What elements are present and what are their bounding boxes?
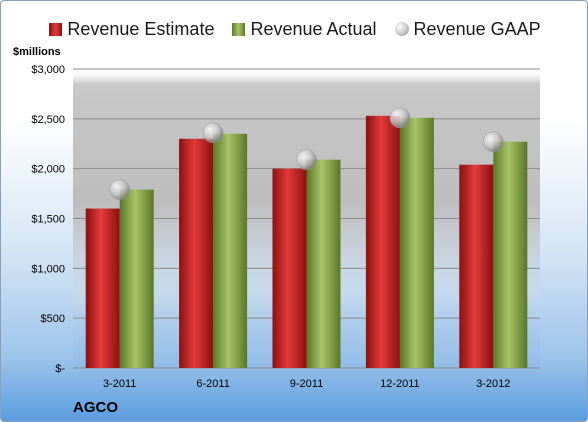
legend-label-estimate: Revenue Estimate [67, 18, 215, 39]
x-tick-label: 12-2011 [380, 378, 420, 390]
gaap-marker [483, 131, 504, 153]
actual-bar [119, 189, 154, 368]
legend-item-actual: Revenue Actual [232, 18, 377, 40]
estimate-bar [179, 138, 214, 368]
legend-swatch-gaap [394, 22, 409, 36]
y-tick-label: $- [55, 363, 65, 375]
gaap-marker [296, 149, 317, 170]
x-tick-label: 6-2011 [196, 378, 229, 390]
legend-swatch-actual [232, 22, 246, 36]
x-tick-label: 3-2011 [103, 378, 136, 390]
estimate-bar [272, 168, 307, 368]
y-tick-label: $2,000 [31, 164, 65, 176]
gaap-marker [109, 179, 130, 200]
y-tick-label: $500 [41, 313, 65, 325]
legend-item-estimate: Revenue Estimate [49, 19, 214, 40]
y-tick-label: $2,500 [31, 114, 65, 126]
y-axis-unit-label: $millions [13, 46, 61, 58]
actual-bar [399, 117, 434, 368]
y-tick-label: $1,000 [31, 263, 65, 275]
gaap-marker [389, 107, 411, 129]
legend: Revenue Estimate Revenue Actual Revenue … [1, 16, 587, 42]
gaap-markers [109, 107, 504, 200]
estimate-bar [365, 115, 400, 369]
y-tick-label: $1,500 [31, 214, 65, 226]
estimate-bar [85, 208, 120, 368]
company-label: AGCO [73, 399, 118, 416]
gaap-marker [202, 122, 224, 144]
legend-label-actual: Revenue Actual [250, 18, 377, 39]
legend-label-gaap: Revenue GAAP [413, 18, 541, 39]
bars [85, 115, 528, 369]
legend-item-gaap: Revenue GAAP [394, 18, 541, 40]
estimate-bar [459, 164, 494, 368]
actual-bar [306, 159, 341, 368]
x-axis-ticks: 3-2011 6-2011 9-2011 12-2011 3-2012 [103, 378, 510, 390]
legend-swatch-estimate [49, 22, 63, 36]
y-tick-label: $3,000 [31, 64, 65, 76]
x-tick-label: 3-2012 [476, 378, 510, 390]
actual-bar [213, 133, 248, 368]
y-axis-ticks: $- $500 $1,000 $1,500 $2,000 $2,500 $3,000 [31, 64, 65, 375]
x-tick-label: 9-2011 [290, 378, 323, 390]
actual-bar [493, 141, 528, 368]
